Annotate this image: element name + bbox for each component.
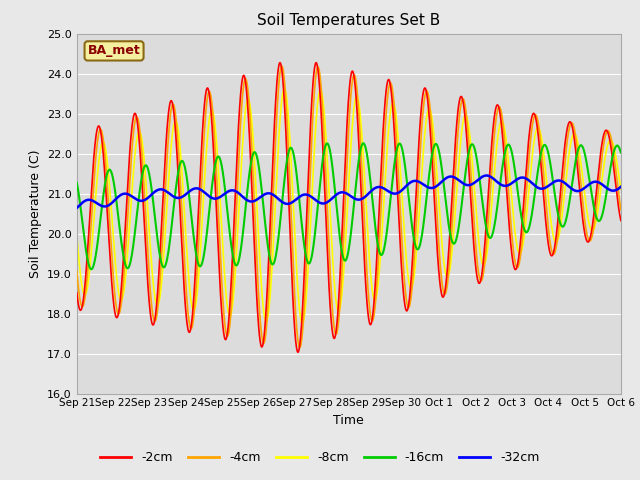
X-axis label: Time: Time <box>333 414 364 427</box>
Text: BA_met: BA_met <box>88 44 140 58</box>
Title: Soil Temperatures Set B: Soil Temperatures Set B <box>257 13 440 28</box>
Legend: -2cm, -4cm, -8cm, -16cm, -32cm: -2cm, -4cm, -8cm, -16cm, -32cm <box>95 446 545 469</box>
Y-axis label: Soil Temperature (C): Soil Temperature (C) <box>29 149 42 278</box>
